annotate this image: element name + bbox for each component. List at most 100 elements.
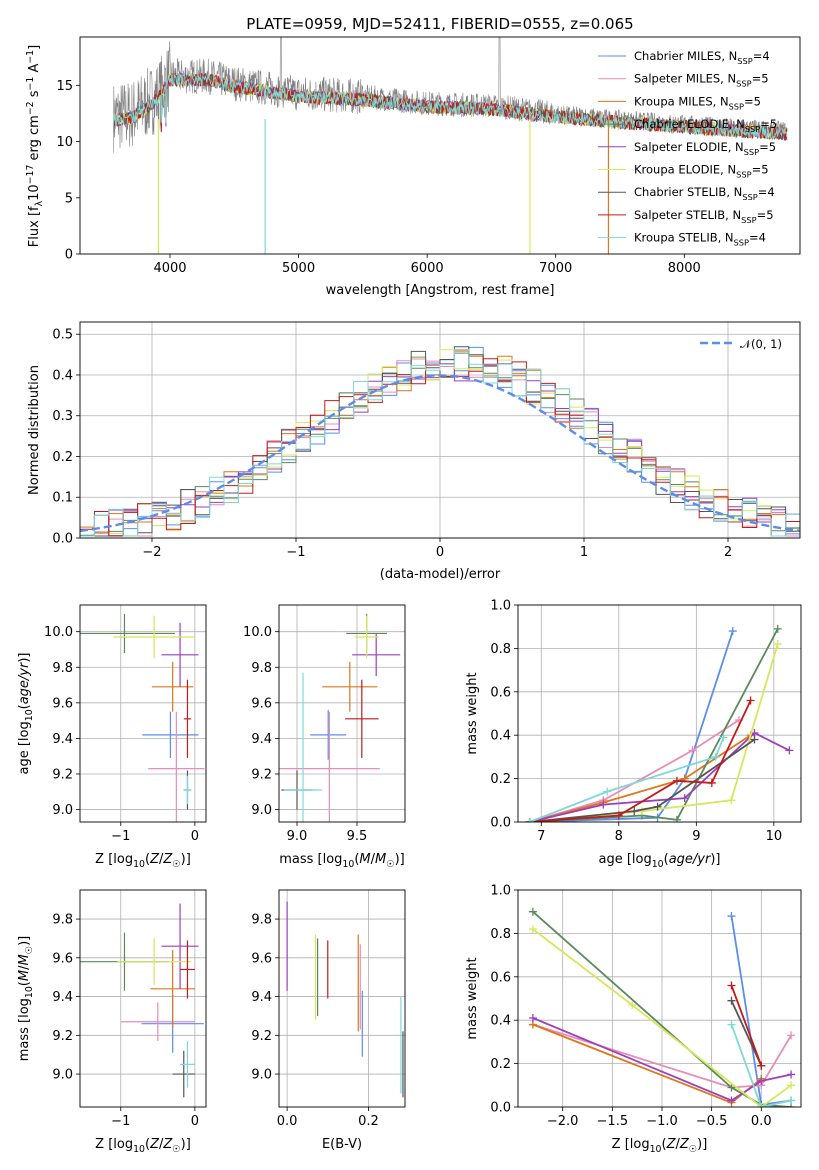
plot-area: [80, 903, 204, 1098]
y-tick-label: 0.8: [490, 927, 511, 942]
x-tick-label: 9.5: [347, 829, 368, 844]
chart-weight_vs_age: 7 8 9 10 0.0 0.2 0.4 0.6 0.8 1.0 age [log10(age/yr…: [465, 599, 802, 870]
x-tick-label: −1: [286, 545, 305, 560]
y-tick-label: 0.6: [490, 685, 511, 700]
y-tick-label: 0.1: [52, 491, 73, 506]
chart-mass_vs_ebv: 0.0 0.2 9.0 9.2 9.4 9.6 9.8 E(B-V): [251, 889, 406, 1152]
x-tick-label: 6000: [411, 261, 444, 276]
mass-weight-line: [529, 719, 740, 822]
y-tick-label: 9.2: [251, 767, 272, 782]
mass-weight-marker: [528, 925, 537, 934]
x-tick-label: −1: [111, 1114, 130, 1129]
y-tick-label: 9.2: [52, 1029, 73, 1044]
y-tick-label: 0.0: [490, 1101, 511, 1116]
legend-entry: Salpeter STELIB, NSSP=5: [634, 208, 774, 225]
x-tick-label: 7000: [539, 261, 572, 276]
y-tick-label: 5: [65, 191, 73, 206]
y-axis-label: mass [log10(M/M☉)]: [17, 936, 35, 1062]
mass-weight-line: [730, 985, 763, 1067]
mass-weight-line: [730, 1024, 792, 1107]
mass-weight-marker: [787, 1096, 796, 1105]
mass-weight-marker: [785, 746, 794, 755]
y-tick-label: 10: [56, 135, 73, 150]
y-tick-label: 15: [56, 79, 73, 94]
y-tick-label: 1.0: [490, 884, 511, 899]
mass-weight-marker: [599, 800, 608, 809]
residual-histogram: [80, 346, 800, 537]
x-tick-label: 10: [766, 829, 783, 844]
chart-age_vs_Z: −1 0 9.0 9.2 9.4 9.6 9.8 10.0 Z [log10(Z/Z☉)] age…: [17, 604, 207, 870]
x-axis-label: wavelength [Angstrom, rest frame]: [326, 283, 555, 298]
mass-weight-marker: [727, 996, 736, 1005]
x-tick-label: −1.5: [597, 1114, 629, 1129]
y-tick-label: 9.2: [52, 767, 73, 782]
y-tick-label: 9.8: [251, 661, 272, 676]
y-tick-label: 0.0: [490, 816, 511, 831]
mass-weight-marker: [630, 807, 639, 816]
y-tick-label: 9.4: [52, 732, 73, 747]
mass-weight-marker: [773, 624, 782, 633]
mass-weight-marker: [603, 787, 612, 796]
mass-weight-marker: [719, 733, 728, 742]
mass-weight-marker: [638, 807, 647, 816]
y-tick-label: 0.8: [490, 642, 511, 657]
plot-area: [112, 37, 788, 254]
legend-entry: Kroupa MILES, NSSP=5: [634, 94, 761, 111]
plot-area: [286, 901, 404, 1098]
mass-weight-marker: [528, 1014, 537, 1023]
mass-weight-marker: [688, 746, 697, 755]
mass-weight-marker: [727, 796, 736, 805]
axes-frame: [79, 321, 801, 539]
mass-weight-marker: [680, 794, 689, 803]
y-tick-label: 10.0: [44, 625, 73, 640]
mass-weight-marker: [628, 1001, 637, 1010]
y-tick-label: 9.0: [251, 803, 272, 818]
mass-weight-marker: [727, 981, 736, 990]
axes-frame: [79, 36, 801, 255]
x-tick-label: 8000: [668, 261, 701, 276]
y-tick-label: 9.4: [52, 990, 73, 1005]
mass-weight-marker: [727, 1020, 736, 1029]
chart-residuals: −2 −1 0 1 2 0.0 0.1 0.2 0.3 0.4 0.5 (data-model)/er…: [27, 321, 801, 582]
chart-weight_vs_Z: −2.0 −1.5 −1.0 −0.5 0.0 0.0 0.2 0.4 0.6 0.8 1.0 Z […: [465, 884, 802, 1155]
mass-weight-line: [532, 928, 792, 1107]
mass-weight-marker: [727, 912, 736, 921]
mass-weight-line: [532, 1023, 792, 1089]
x-tick-label: 9.0: [287, 829, 308, 844]
mass-weight-marker: [528, 907, 537, 916]
x-tick-label: −0.5: [696, 1114, 728, 1129]
legend-entry: Kroupa ELODIE, NSSP=5: [634, 163, 769, 180]
chart-title: PLATE=0959, MJD=52411, FIBERID=0555, z=0…: [246, 15, 633, 33]
x-tick-label: 0.2: [358, 1114, 379, 1129]
y-tick-label: 9.4: [251, 990, 272, 1005]
mass-weight-marker: [757, 1103, 766, 1107]
mass-weight-marker: [525, 818, 534, 822]
mass-weight-marker: [727, 1096, 736, 1105]
y-tick-label: 9.6: [52, 951, 73, 966]
mass-weight-marker: [773, 640, 782, 649]
y-axis-label: age [log10(age/yr)]: [17, 652, 35, 774]
x-tick-label: 4000: [153, 261, 186, 276]
legend-entry: Salpeter ELODIE, NSSP=5: [634, 140, 776, 157]
mass-weight-marker: [653, 802, 662, 811]
x-tick-label: 7: [537, 829, 545, 844]
y-tick-label: 1.0: [490, 599, 511, 614]
y-tick-label: 0.5: [52, 328, 73, 343]
y-tick-label: 9.8: [52, 661, 73, 676]
normal-reference-curve: [80, 374, 800, 533]
x-tick-label: −2.0: [547, 1114, 579, 1129]
axes-frame: [517, 889, 802, 1108]
y-tick-label: 9.8: [52, 913, 73, 928]
legend-entry: Chabrier MILES, NSSP=4: [634, 49, 770, 66]
y-tick-label: 0.2: [490, 1057, 511, 1072]
x-tick-label: 0: [191, 1114, 199, 1129]
axes-frame: [278, 604, 406, 823]
mass-weight-marker: [614, 811, 623, 820]
y-tick-label: 9.8: [251, 913, 272, 928]
y-tick-label: 0: [65, 248, 73, 263]
mass-weight-marker: [757, 1061, 766, 1070]
y-tick-label: 9.2: [251, 1029, 272, 1044]
mass-weight-marker: [727, 1083, 736, 1092]
y-tick-label: 0.0: [52, 532, 73, 547]
